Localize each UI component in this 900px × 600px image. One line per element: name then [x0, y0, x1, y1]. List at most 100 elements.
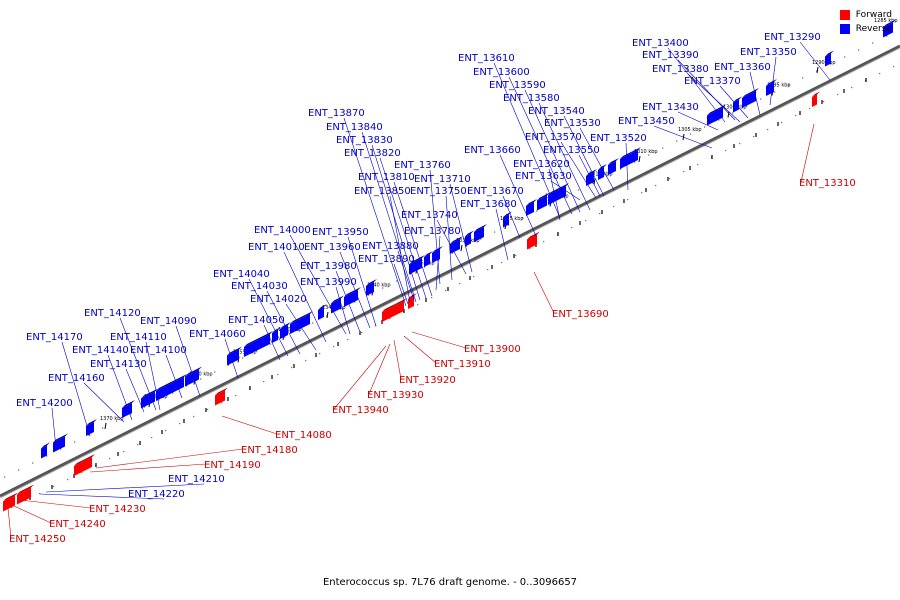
gene-label: ENT_14140	[72, 345, 129, 356]
reverse-gene-box-top	[733, 96, 742, 103]
gene-leader-line	[677, 59, 736, 121]
gene-label: ENT_14110	[110, 332, 167, 343]
reverse-gene-box-top	[465, 230, 474, 237]
kbp-tick	[593, 178, 596, 185]
reverse-gene-box-top	[537, 192, 550, 201]
gene-leader-line	[175, 325, 201, 397]
kbp-tick	[816, 66, 819, 74]
gene-leader-line	[371, 144, 421, 301]
gene-leader-line	[13, 505, 52, 524]
reverse-track-dot	[116, 420, 118, 422]
reverse-track-dot	[354, 301, 356, 303]
forward-track-dot	[543, 240, 545, 243]
gene-leader-line	[508, 76, 573, 215]
forward-gene-box-top	[382, 303, 397, 312]
forward-track-dot	[67, 478, 69, 481]
gene-label: ENT_13570	[525, 132, 582, 143]
reverse-gene-box	[53, 436, 65, 453]
forward-track-dot	[165, 429, 167, 432]
reverse-track-dot	[620, 168, 622, 170]
reverse-gene-box-top	[53, 433, 68, 443]
reverse-gene-box-top	[883, 19, 896, 28]
reverse-gene-box	[424, 254, 430, 267]
gene-leader-line	[719, 85, 749, 119]
reverse-track-dot	[88, 434, 90, 436]
legend-item-forward[interactable]: Forward	[839, 8, 892, 22]
gene-label: ENT_13620	[513, 159, 570, 170]
gene-label: ENT_13950	[312, 227, 369, 238]
reverse-track-dot	[410, 273, 412, 275]
kbp-tick-label: 1350 kbp	[278, 327, 302, 333]
gene-leader-line	[107, 354, 133, 421]
gene-leader-line	[533, 271, 555, 314]
gene-leader-line	[379, 157, 427, 299]
forward-track-dot	[417, 303, 419, 306]
gene-label: ENT_14250	[9, 534, 66, 545]
forward-track-dot	[753, 135, 755, 138]
gene-leader-line	[524, 89, 581, 213]
gene-leader-line	[550, 180, 581, 201]
gene-leader-line	[403, 335, 437, 364]
reverse-track-dot	[284, 336, 286, 338]
gene-label: ENT_13930	[367, 390, 424, 401]
reverse-gene-box	[280, 325, 288, 339]
reverse-gene-box-top	[598, 164, 607, 170]
forward-track-dot	[137, 443, 139, 446]
reverse-gene-box-top	[331, 295, 344, 304]
forward-gene-box-top	[812, 91, 820, 97]
gene-label: ENT_13580	[503, 93, 560, 104]
gene-label: ENT_13630	[515, 171, 572, 182]
reverse-gene-box	[86, 422, 94, 436]
track-layer	[0, 35, 900, 509]
forward-track-dot	[389, 317, 391, 320]
forward-track-dot	[739, 142, 741, 145]
gene-label: ENT_14060	[189, 329, 246, 340]
gene-leader-line	[266, 290, 301, 355]
reverse-track-dot	[340, 308, 342, 310]
gene-leader-line	[411, 331, 467, 349]
gene-label: ENT_13550	[543, 145, 600, 156]
gene-label: ENT_13870	[308, 108, 365, 119]
gene-label: ENT_13980	[300, 261, 357, 272]
forward-track-dot	[627, 198, 629, 201]
kbp-tick	[638, 155, 641, 163]
reverse-gene-box-top	[608, 158, 619, 165]
gene-leader-line	[625, 142, 629, 191]
gene-leader-line	[563, 115, 605, 197]
gene-leader-line	[560, 141, 597, 199]
gene-leader-line	[283, 251, 327, 343]
reverse-track-dot	[172, 392, 174, 394]
forward-track-dot	[277, 373, 279, 376]
gene-label: ENT_13740	[401, 210, 458, 221]
reverse-track-dot	[480, 238, 482, 240]
genome-axis	[0, 44, 900, 498]
reverse-gene-box-top	[280, 322, 291, 329]
gene-label: ENT_13960	[304, 242, 361, 253]
reverse-track-dot	[46, 455, 48, 457]
gene-label: ENT_13910	[434, 359, 491, 370]
reverse-gene-box-top	[318, 304, 327, 310]
reverse-gene-box-top	[41, 442, 50, 449]
reverse-gene-box	[409, 262, 414, 275]
gene-label: ENT_14180	[241, 445, 298, 456]
reverse-gene-box-top	[450, 236, 463, 244]
forward-track-dot	[669, 177, 671, 180]
gene-label: ENT_13540	[528, 106, 585, 117]
gene-label: ENT_14120	[84, 308, 141, 319]
reverse-track-dot	[298, 329, 300, 331]
forward-gene-box-top	[17, 484, 34, 495]
reverse-gene-box-top	[474, 224, 487, 232]
reverse-gene-box	[586, 172, 594, 186]
reverse-track-dot	[270, 343, 272, 345]
gene-label: ENT_13600	[473, 67, 530, 78]
kbp-tick-label: 1295 kbp	[767, 83, 791, 89]
reverse-gene-box	[630, 150, 638, 164]
gene-label: ENT_13310	[799, 178, 856, 189]
legend-item-reverse[interactable]: Reverse	[839, 22, 892, 36]
gene-label: ENT_13670	[467, 186, 524, 197]
reverse-gene-box-top	[166, 374, 187, 386]
reverse-gene-box-top	[526, 199, 537, 206]
gene-label: ENT_14090	[140, 316, 197, 327]
forward-swatch-icon	[839, 10, 850, 20]
gene-label: ENT_14190	[204, 460, 261, 471]
